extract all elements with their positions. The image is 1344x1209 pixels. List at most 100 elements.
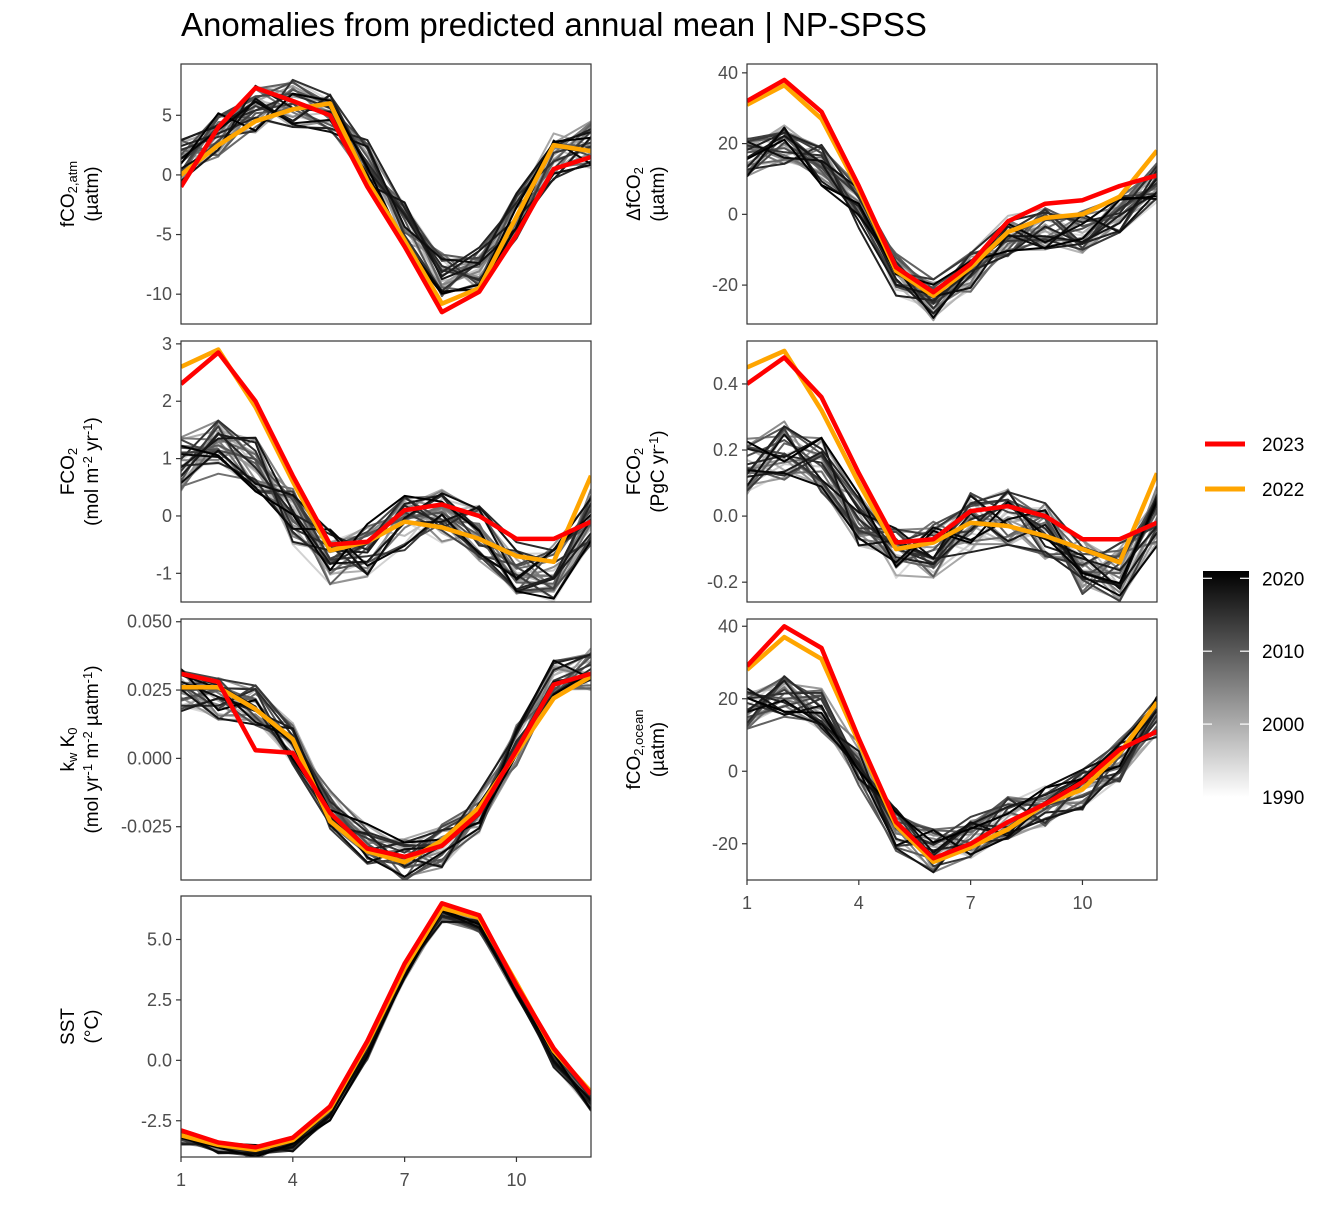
colorbar-label-2020: 2020 [1262,569,1304,590]
plot-area-kwk0 [181,647,591,880]
panel-border [746,340,1158,603]
series-line-1991 [181,913,591,1155]
plot-area-fco2pgc [747,348,1157,602]
y-tick-label: -0.025 [121,817,172,837]
y-tick-label: 0 [162,506,172,526]
x-tick-label: 4 [288,1170,298,1190]
series-line-1993 [181,907,591,1149]
y-axis-label-dfco2: ΔfCO2(µatm) [624,166,669,221]
x-tick-label: 10 [1072,893,1092,913]
y-tick-label: -10 [146,284,172,304]
y-tick-label: -0.2 [707,572,738,592]
series-line-2007 [181,915,591,1157]
colorbar-label-2000: 2000 [1262,715,1304,736]
series-line-2022 [747,634,1157,865]
y-tick-label: 40 [718,616,738,636]
y-axis-label-fco2ocean: fCO2,ocean(µatm) [624,709,669,789]
series-line-2010 [181,907,591,1155]
series-line-2016 [747,131,1157,302]
y-tick-label: 3 [162,334,172,354]
series-line-1999 [181,915,591,1154]
series-line-2005 [181,917,591,1149]
y-tick-label: 0.025 [127,680,172,700]
series-line-2022 [747,348,1157,565]
plot-area-dfco2 [747,77,1157,322]
y-tick-label: -20 [712,275,738,295]
series-line-2016 [181,116,591,274]
series-line-2023 [181,85,591,315]
series-line-2023 [747,77,1157,295]
series-line-1990 [181,917,591,1153]
x-tick-label: 7 [966,893,976,913]
series-line-2021 [747,437,1157,585]
series-line-2022 [181,101,591,306]
series-line-2008 [747,452,1157,578]
y-axis-label-fco2flux: FCO2(mol m-2 yr-1) [58,417,103,526]
panel-border [180,63,592,325]
panel-sst: 5.0 2.5 0.0 -2.5 1 4 7 10 SST (°C) [58,895,592,1190]
y-tick-label: 0.2 [713,440,738,460]
series-line-2023 [181,901,591,1150]
series-line-2009 [181,908,591,1151]
series-line-2023 [181,350,591,547]
series-line-2017 [181,653,591,868]
plot-area-sst [181,901,591,1157]
series-line-2019 [181,449,591,581]
x-tick-label: 1 [176,1170,186,1190]
series-line-2021 [181,908,591,1157]
series-line-2022 [747,82,1157,298]
y-tick-label: 0.4 [713,374,738,394]
legend-label-2023: 2023 [1262,435,1304,456]
y-axis-label-kwk0: kw K0(mol yr-1 m-2 µatm-1) [58,665,103,833]
plot-area-fco2atm [181,78,591,315]
series-line-2020 [181,659,591,878]
y-tick-label: 5 [162,105,172,125]
series-line-2013 [181,425,591,600]
y-axis-label-fco2atm: fCO2,atm(µatm) [58,161,103,227]
y-tick-label: 0.0 [147,1050,172,1070]
series-line-2013 [181,908,591,1154]
series-line-2001 [181,909,591,1149]
y-tick-label: 0.000 [127,748,172,768]
series-line-2006 [181,918,591,1156]
series-line-1994 [181,907,591,1147]
x-tick-label: 10 [506,1170,526,1190]
series-line-2005 [747,678,1157,831]
colorbar [1203,571,1249,797]
y-tick-label: 0 [728,761,738,781]
y-tick-label: 1 [162,449,172,469]
legend: 2023 2022 2020 2010 2000 1990 [1203,435,1304,809]
panel-dfco2: 40 20 0 -20 ΔfCO2(µatm) [624,63,1158,325]
series-line-2004 [181,919,591,1154]
y-tick-label: 0.0 [713,506,738,526]
colorbar-label-1990: 1990 [1262,788,1304,809]
series-line-2000 [181,918,591,1149]
series-line-1999 [181,647,591,862]
series-line-2016 [747,690,1157,852]
y-tick-label: 0 [728,204,738,224]
panel-border [180,895,592,1158]
series-line-2019 [747,696,1157,854]
y-axis-label-sst: SST (°C) [58,1008,103,1045]
series-line-2020 [181,453,591,579]
series-line-2002 [181,914,591,1154]
series-line-1995 [181,910,591,1154]
panel-fco2ocean: 40 20 0 -20 1 4 7 10 fCO2,ocean(µatm) [624,616,1158,913]
series-line-2014 [181,911,591,1157]
series-line-2014 [181,419,591,576]
panel-fco2atm: 5 0 -5 -10 fCO2,atm(µatm) [58,63,592,325]
panel-border [180,340,592,603]
plot-area-fco2flux [181,347,591,602]
series-line-2003 [181,919,591,1150]
series-line-2021 [181,445,591,600]
series-line-1996 [181,917,591,1155]
series-line-2023 [181,671,591,860]
series-line-2019 [181,920,591,1153]
y-tick-label: 2 [162,391,172,411]
chart-title: Anomalies from predicted annual mean | N… [181,6,927,43]
series-line-2018 [181,910,591,1155]
series-line-2015 [181,915,591,1157]
series-line-2015 [181,461,591,566]
y-axis-label-fco2pgc: FCO2(PgC yr-1) [624,430,669,512]
